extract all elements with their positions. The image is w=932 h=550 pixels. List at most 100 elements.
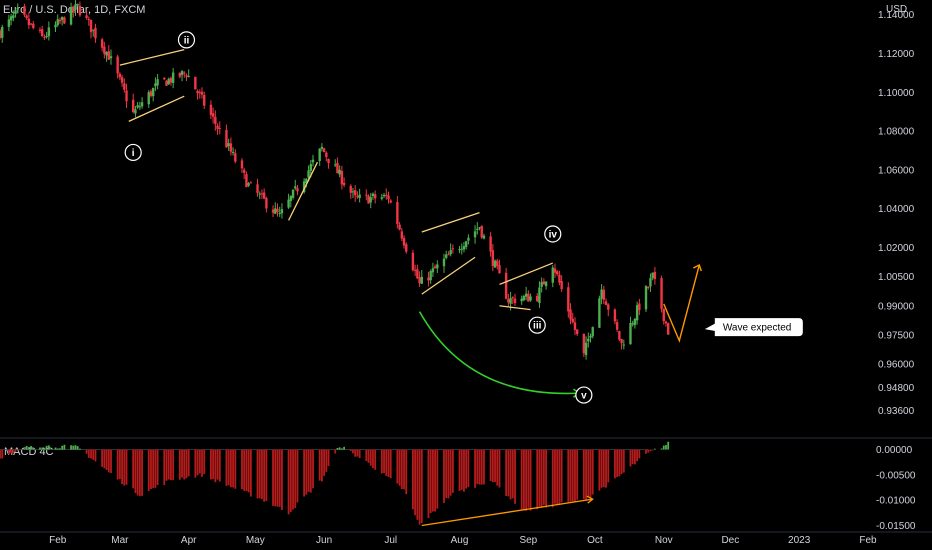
candle-body <box>429 271 432 281</box>
candle-body <box>400 231 404 239</box>
candle-body <box>667 323 670 335</box>
macd-bar <box>352 449 354 454</box>
macd-bar <box>558 449 561 505</box>
candle-body <box>467 237 470 241</box>
macd-bar <box>365 449 368 462</box>
macd-bar <box>54 447 57 450</box>
macd-bar <box>338 447 341 450</box>
macd-bar <box>398 449 401 486</box>
candle-body <box>56 19 59 26</box>
macd-bar <box>32 447 35 450</box>
candle-body <box>589 335 592 338</box>
candle-body <box>307 170 310 178</box>
macd-bar <box>167 449 170 480</box>
macd-bar <box>247 449 250 493</box>
macd-bar <box>138 449 141 497</box>
candle-body <box>420 276 423 284</box>
macd-bar <box>523 449 525 510</box>
macd-bar <box>538 449 541 507</box>
candle-body <box>85 15 88 18</box>
macd-label: MACD 4C <box>4 446 54 458</box>
macd-bar <box>569 449 572 502</box>
candle-body <box>433 266 437 269</box>
candle-body <box>544 281 548 287</box>
candle-body <box>338 169 341 175</box>
macd-bar <box>212 449 215 479</box>
candle-body <box>436 264 439 269</box>
macd-bar <box>449 449 452 496</box>
macd-bar <box>23 449 26 450</box>
macd-bar <box>358 449 361 459</box>
candle-body <box>558 274 561 283</box>
macd-bar <box>10 449 12 454</box>
macd-bar <box>181 449 183 478</box>
macd-bar <box>634 449 636 465</box>
macd-bar <box>325 449 328 472</box>
candle-body <box>353 190 357 196</box>
candle-body <box>602 289 606 300</box>
candle-body <box>305 178 308 184</box>
candle-body <box>322 148 326 152</box>
candle-body <box>262 192 266 199</box>
candle-body <box>638 303 641 311</box>
time-axis-tick: Sep <box>519 535 537 546</box>
macd-bar <box>312 449 314 489</box>
candle-body <box>218 127 221 129</box>
macd-bar <box>574 449 576 503</box>
candle-body <box>520 298 523 302</box>
wave-label-text: i <box>132 148 135 159</box>
candle-body <box>476 228 479 231</box>
wave-label-text: iii <box>533 321 542 332</box>
macd-bar <box>229 449 232 488</box>
candle-body <box>620 339 623 344</box>
currency-label: USD <box>886 4 908 15</box>
macd-bar <box>420 449 423 523</box>
macd-bar <box>602 449 605 488</box>
candle-body <box>209 104 213 115</box>
candle-body <box>385 194 388 196</box>
macd-bar <box>416 449 419 520</box>
candle-body <box>149 91 153 96</box>
macd-bar <box>194 449 197 478</box>
macd-bar <box>616 449 619 478</box>
candle-body <box>0 30 2 38</box>
macd-bar <box>396 449 399 484</box>
candle-body <box>402 238 406 246</box>
macd-bar <box>294 449 297 509</box>
macd-bar <box>336 448 339 450</box>
cycle-arc <box>418 311 580 395</box>
candle-body <box>373 194 377 199</box>
candle-body <box>493 260 497 268</box>
candle-body <box>47 27 51 37</box>
time-axis-tick: Jul <box>384 535 397 546</box>
candle-body <box>183 72 186 74</box>
candle-body <box>249 182 253 184</box>
macd-bar <box>116 449 119 480</box>
candle-body <box>664 321 668 324</box>
wave-label-text: ii <box>184 35 190 46</box>
candle-body <box>349 185 352 193</box>
macd-bar <box>47 445 50 450</box>
time-axis-tick: May <box>246 535 265 546</box>
candle-body <box>138 106 142 108</box>
callout-box <box>714 318 803 339</box>
candle-body <box>296 188 299 192</box>
macd-bar <box>90 449 92 459</box>
candle-body <box>356 196 359 198</box>
candle-body <box>63 17 66 24</box>
macd-bar <box>403 449 405 490</box>
candle-body <box>302 181 306 193</box>
candle-body <box>584 342 588 356</box>
candle-body <box>229 143 233 152</box>
candle-body <box>123 83 126 90</box>
candle-body <box>629 323 632 345</box>
candle-body <box>69 6 73 25</box>
candle-body <box>553 268 557 273</box>
price-axis-tick: 1.10000 <box>878 88 915 99</box>
candle-body <box>509 298 512 304</box>
candle-body <box>587 338 590 342</box>
candle-body <box>527 293 530 302</box>
wedge-upper-line <box>119 48 185 66</box>
candle-body <box>260 193 264 195</box>
